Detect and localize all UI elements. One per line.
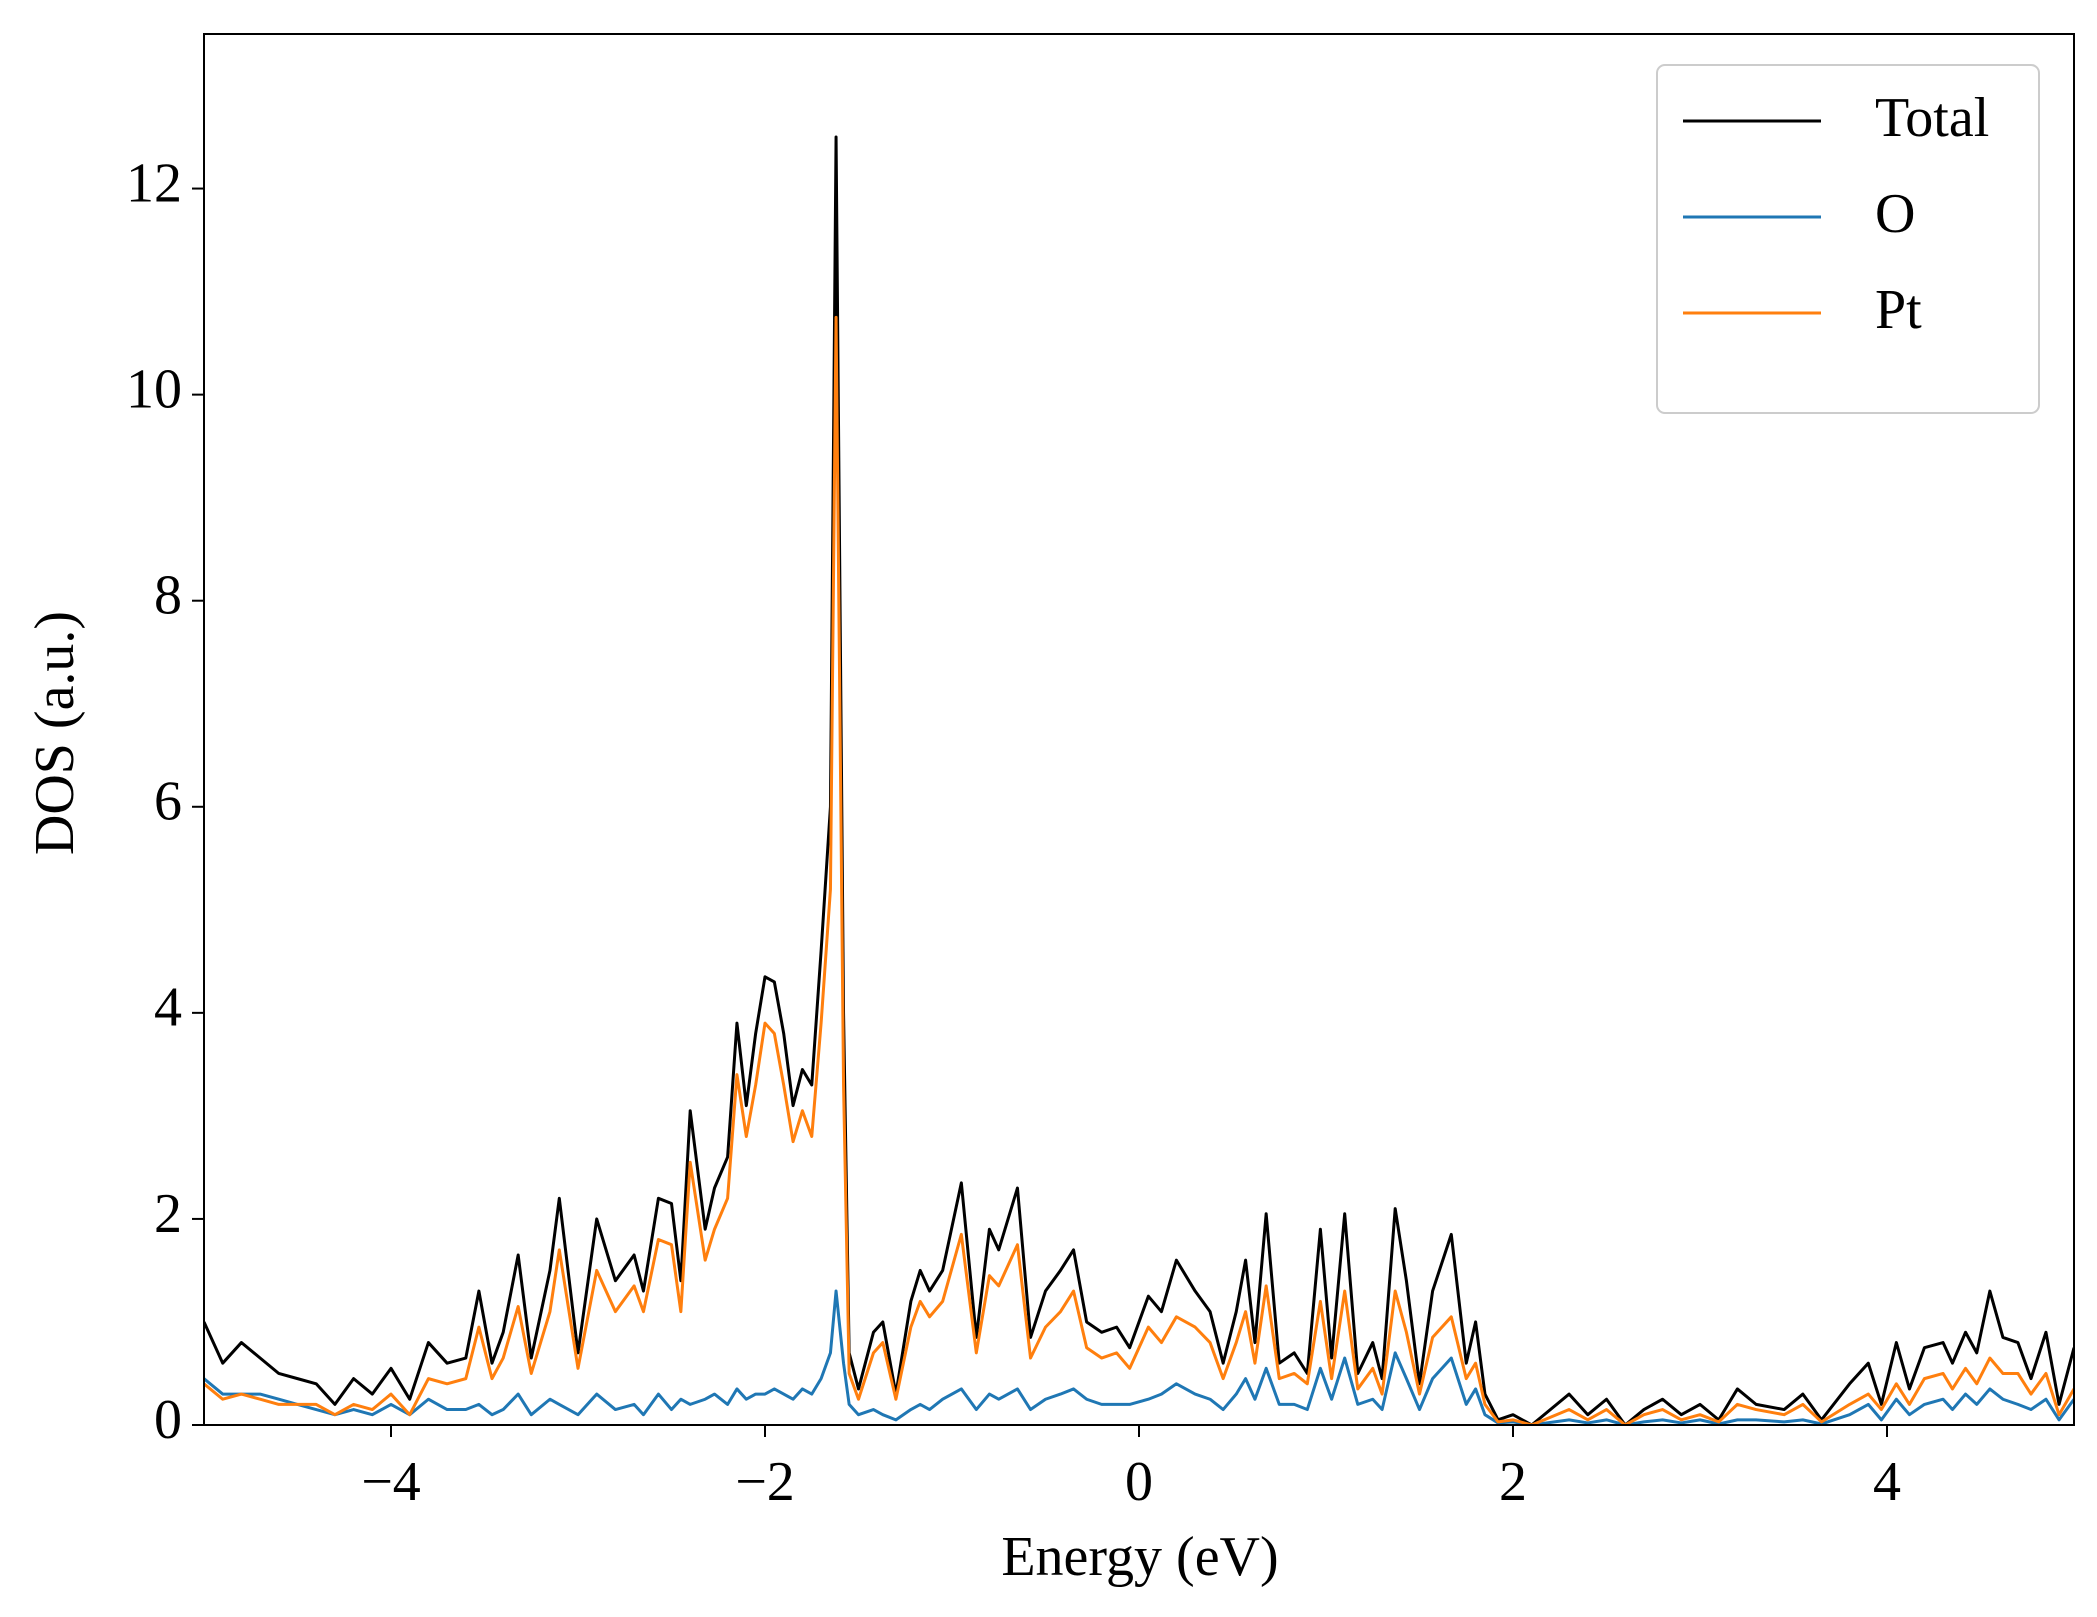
legend-label: O [1875, 183, 1915, 245]
x-tick-label: 2 [1499, 1451, 1527, 1513]
y-tick-label: 12 [126, 152, 182, 214]
series-line [204, 315, 2074, 1425]
legend-box [1656, 64, 2040, 414]
y-tick-label: 0 [154, 1389, 182, 1451]
series-line [204, 1289, 2074, 1425]
y-tick-label: 10 [126, 358, 182, 420]
plot-frame [203, 33, 2075, 1426]
y-tick-label: 2 [154, 1183, 182, 1245]
y-tick-label: 6 [154, 771, 182, 833]
y-axis-label: DOS (a.u.) [24, 611, 86, 855]
x-tick-label: 0 [1125, 1451, 1153, 1513]
series-line [204, 135, 2074, 1425]
x-tick-label: 4 [1873, 1451, 1901, 1513]
legend-label: Total [1875, 87, 1989, 149]
legend-label: Pt [1875, 279, 1922, 341]
y-tick-label: 8 [154, 565, 182, 627]
x-axis-label: Energy (eV) [1001, 1526, 1278, 1588]
y-tick-label: 4 [154, 977, 182, 1039]
x-tick-label: −2 [735, 1451, 795, 1513]
x-tick-label: −4 [361, 1451, 421, 1513]
